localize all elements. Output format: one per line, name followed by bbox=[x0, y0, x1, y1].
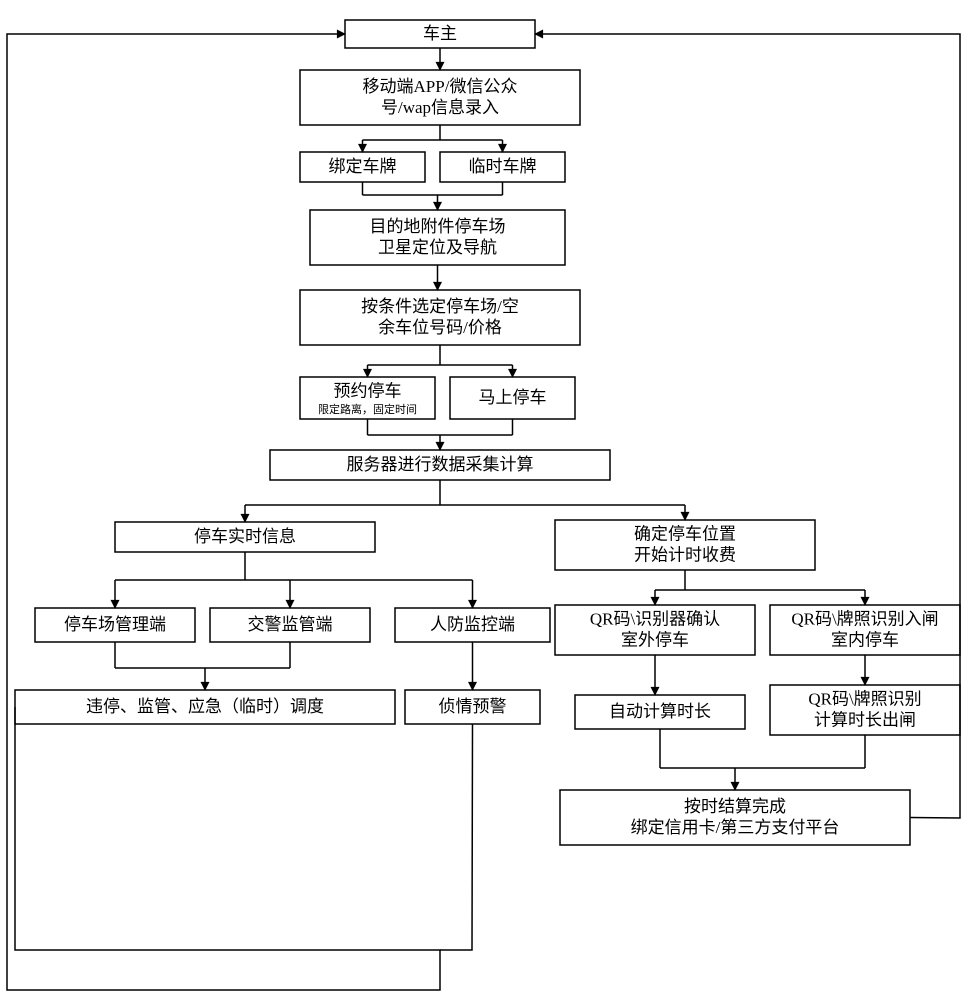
node-app-line0: 移动端APP/微信公众 bbox=[363, 77, 518, 96]
node-select-line0: 按条件选定停车场/空 bbox=[361, 297, 519, 316]
node-owner-line0: 车主 bbox=[423, 24, 457, 43]
node-now-line0: 马上停车 bbox=[479, 388, 547, 407]
node-mgmt-line0: 停车场管理端 bbox=[64, 615, 166, 634]
node-defense-line0: 人防监控端 bbox=[430, 615, 515, 634]
node-settle-line0: 按时结算完成 bbox=[684, 797, 786, 816]
node-app-line1: 号/wap信息录入 bbox=[381, 98, 499, 117]
node-gps-line0: 目的地附件停车场 bbox=[370, 217, 506, 236]
node-select-line1: 余车位号码/价格 bbox=[378, 318, 502, 337]
node-outdoor-line0: QR码\识别器确认 bbox=[590, 609, 720, 628]
node-bind-line0: 绑定车牌 bbox=[329, 157, 397, 176]
node-autocalc-line0: 自动计算时长 bbox=[609, 702, 711, 721]
node-indoor-line0: QR码\牌照识别入闸 bbox=[791, 609, 938, 628]
node-server-line0: 服务器进行数据采集计算 bbox=[347, 455, 534, 474]
node-temp-line0: 临时车牌 bbox=[469, 157, 537, 176]
node-settle-line1: 绑定信用卡/第三方支付平台 bbox=[631, 818, 840, 837]
node-realtime-line0: 停车实时信息 bbox=[194, 527, 296, 546]
node-exitgate-line0: QR码\牌照识别 bbox=[808, 689, 921, 708]
node-gps-line1: 卫星定位及导航 bbox=[378, 238, 497, 257]
node-reserve-line0: 预约停车 bbox=[334, 381, 402, 400]
node-confirm-line0: 确定停车位置 bbox=[634, 524, 736, 543]
node-police-line0: 交警监管端 bbox=[248, 615, 333, 634]
node-confirm-line1: 开始计时收费 bbox=[634, 545, 736, 564]
node-reserve-sub0: 限定路离，固定时间 bbox=[318, 402, 417, 416]
node-exitgate-line1: 计算时长出闸 bbox=[814, 710, 916, 729]
node-alert-line0: 侦情预警 bbox=[439, 697, 507, 716]
node-indoor-line1: 室内停车 bbox=[831, 630, 899, 649]
connector bbox=[440, 724, 473, 950]
node-outdoor-line1: 室外停车 bbox=[621, 630, 689, 649]
node-dispatch-line0: 违停、监管、应急（临时）调度 bbox=[86, 697, 324, 716]
